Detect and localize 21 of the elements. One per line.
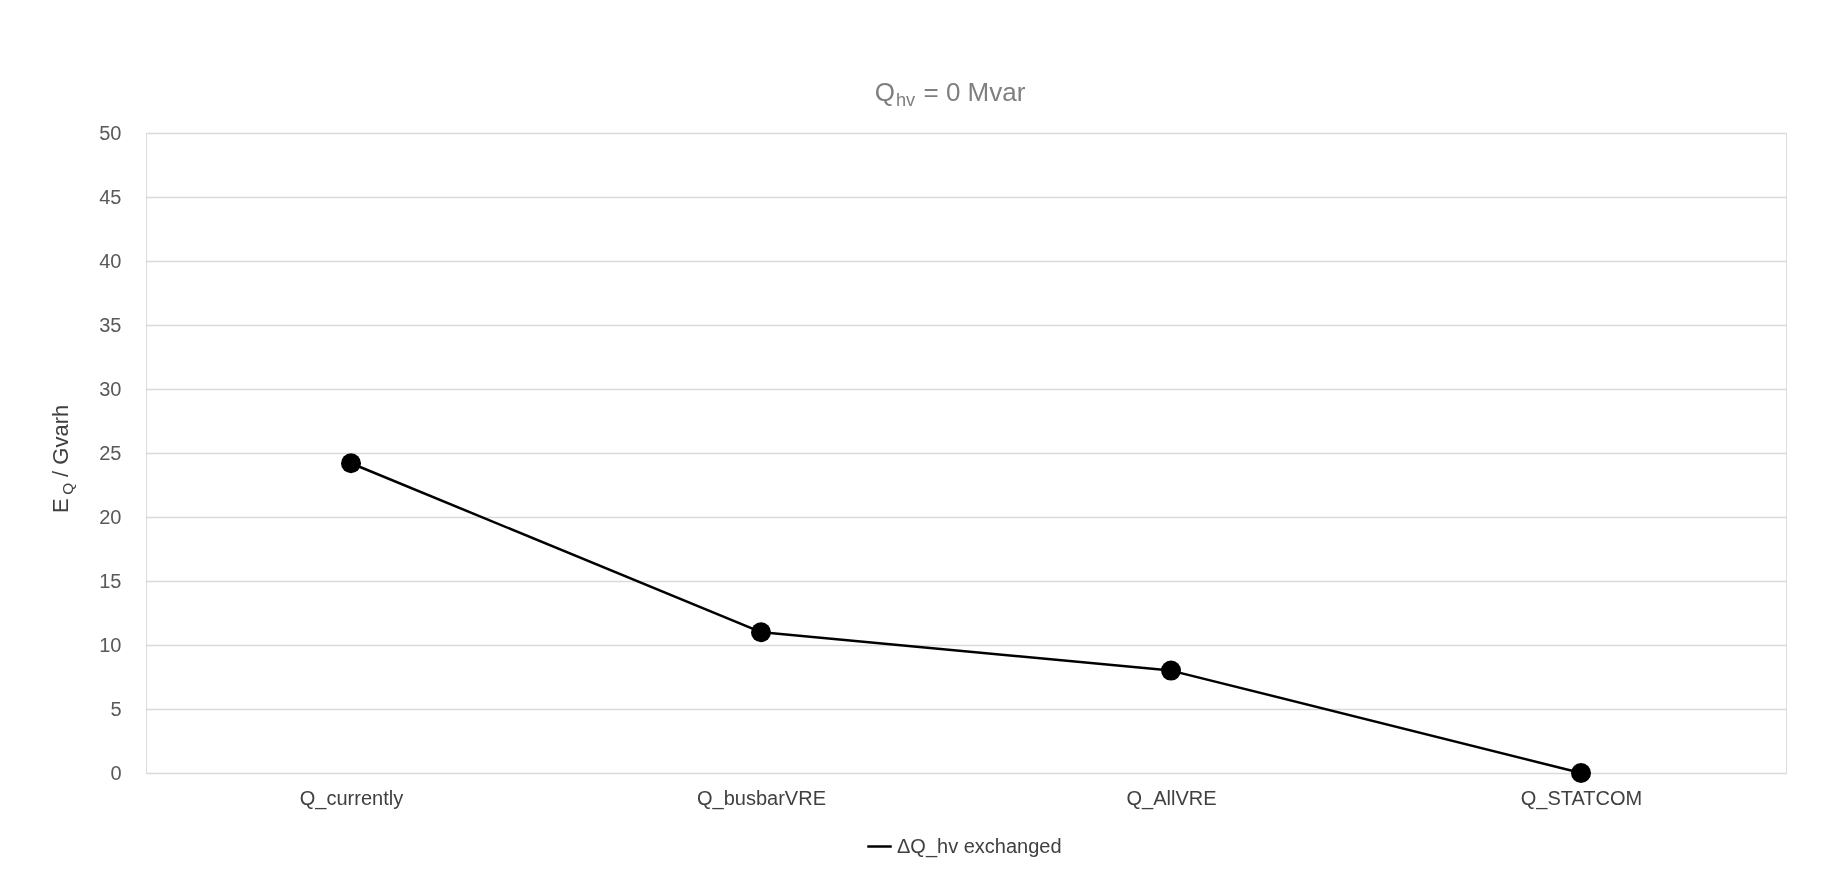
y-tick-label: 35 [99,313,122,336]
point [1571,763,1591,783]
x-tick-label: Q_STATCOM [1520,786,1643,810]
x-tick-label: Q_AllVRE [1126,786,1217,810]
x-tick-label: Q_busbarVRE [697,786,826,810]
y-axis-title: EQ / Gvarh [48,404,76,513]
legend-label: ΔQ_hv exchanged [897,834,1062,858]
y-tick-label: 5 [110,697,122,720]
y-tick-label: 30 [99,377,122,400]
y-tick-label: 0 [110,761,122,784]
y-tick-label: 15 [99,569,122,592]
x-tick-label: Q_currently [299,786,404,810]
y-tick-label: 45 [99,185,122,208]
y-tick-label: 50 [99,121,122,144]
y-tick-label: 40 [99,249,122,272]
y-tick-label: 10 [99,633,122,656]
point [1161,660,1181,681]
point [341,453,361,474]
y-tick-label: 25 [99,441,122,464]
y-tick-label: 20 [99,505,122,528]
point [751,622,771,643]
